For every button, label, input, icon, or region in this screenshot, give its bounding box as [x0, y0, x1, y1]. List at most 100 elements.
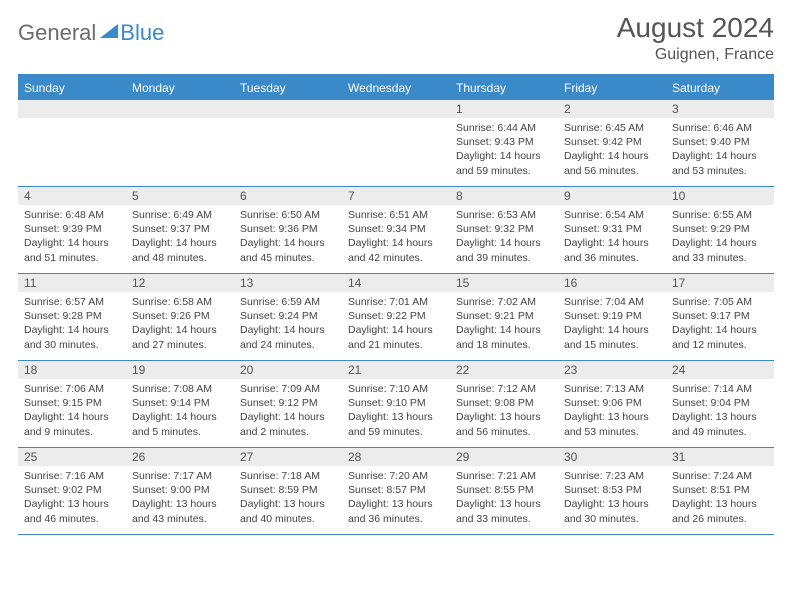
calendar-cell: 4Sunrise: 6:48 AMSunset: 9:39 PMDaylight… — [18, 187, 126, 273]
week-row: 4Sunrise: 6:48 AMSunset: 9:39 PMDaylight… — [18, 187, 774, 274]
sunrise-text: Sunrise: 7:09 AM — [240, 382, 336, 396]
day-number: 13 — [234, 274, 342, 292]
calendar-cell: 15Sunrise: 7:02 AMSunset: 9:21 PMDayligh… — [450, 274, 558, 360]
calendar-cell: 6Sunrise: 6:50 AMSunset: 9:36 PMDaylight… — [234, 187, 342, 273]
calendar-cell: 18 Sunrise: 7:06 AMSunset: 9:15 PMDayligh… — [18, 361, 126, 447]
day-number: 14 — [342, 274, 450, 292]
day-number: 17 — [666, 274, 774, 292]
day-number: 26 — [126, 448, 234, 466]
sunrise-text: Sunrise: 7:20 AM — [348, 469, 444, 483]
day-details: Sunrise: 6:50 AMSunset: 9:36 PMDaylight:… — [234, 205, 342, 271]
calendar-cell: 29Sunrise: 7:21 AMSunset: 8:55 PMDayligh… — [450, 448, 558, 534]
sunrise-text: Sunrise: 7:06 AM — [24, 382, 120, 396]
day-of-week-row: Sunday Monday Tuesday Wednesday Thursday… — [18, 76, 774, 100]
weeks-container: 1Sunrise: 6:44 AMSunset: 9:43 PMDaylight… — [18, 100, 774, 535]
dow-sunday: Sunday — [18, 76, 126, 100]
calendar-cell: 10Sunrise: 6:55 AMSunset: 9:29 PMDayligh… — [666, 187, 774, 273]
day-number: 30 — [558, 448, 666, 466]
sunrise-text: Sunrise: 6:53 AM — [456, 208, 552, 222]
daylight-text: Daylight: 14 hours and 48 minutes. — [132, 236, 228, 264]
logo-triangle-icon — [100, 24, 118, 38]
sunrise-text: Sunrise: 6:54 AM — [564, 208, 660, 222]
daylight-text: Daylight: 13 hours and 40 minutes. — [240, 497, 336, 525]
sunrise-text: Sunrise: 7:13 AM — [564, 382, 660, 396]
day-details: Sunrise: 7:04 AMSunset: 9:19 PMDaylight:… — [558, 292, 666, 358]
logo-word1: General — [18, 20, 96, 46]
logo: General Blue — [18, 12, 164, 46]
day-details: Sunrise: 7:05 AMSunset: 9:17 PMDaylight:… — [666, 292, 774, 358]
header: General Blue August 2024 Guignen, France — [18, 12, 774, 64]
day-details: Sunrise: 6:53 AMSunset: 9:32 PMDaylight:… — [450, 205, 558, 271]
sunset-text: Sunset: 8:53 PM — [564, 483, 660, 497]
sunset-text: Sunset: 9:15 PM — [24, 396, 120, 410]
day-number: 15 — [450, 274, 558, 292]
day-number: 4 — [18, 187, 126, 205]
daylight-text: Daylight: 13 hours and 53 minutes. — [564, 410, 660, 438]
daylight-text: Daylight: 14 hours and 24 minutes. — [240, 323, 336, 351]
day-number: 5 — [126, 187, 234, 205]
sunset-text: Sunset: 9:29 PM — [672, 222, 768, 236]
day-number: 20 — [234, 361, 342, 379]
daylight-text: Daylight: 14 hours and 53 minutes. — [672, 149, 768, 177]
calendar-cell: 9Sunrise: 6:54 AMSunset: 9:31 PMDaylight… — [558, 187, 666, 273]
daylight-text: Daylight: 14 hours and 5 minutes. — [132, 410, 228, 438]
calendar-cell: 19Sunrise: 7:08 AMSunset: 9:14 PMDayligh… — [126, 361, 234, 447]
sunset-text: Sunset: 9:02 PM — [24, 483, 120, 497]
sunset-text: Sunset: 9:42 PM — [564, 135, 660, 149]
day-details: Sunrise: 7:16 AMSunset: 9:02 PMDaylight:… — [18, 466, 126, 532]
day-details: Sunrise: 6:51 AMSunset: 9:34 PMDaylight:… — [342, 205, 450, 271]
day-number: 8 — [450, 187, 558, 205]
calendar-cell — [18, 100, 126, 186]
day-number: 9 — [558, 187, 666, 205]
day-number — [18, 100, 126, 118]
day-number: 27 — [234, 448, 342, 466]
sunset-text: Sunset: 9:00 PM — [132, 483, 228, 497]
daylight-text: Daylight: 14 hours and 21 minutes. — [348, 323, 444, 351]
calendar: Sunday Monday Tuesday Wednesday Thursday… — [18, 74, 774, 535]
sunset-text: Sunset: 9:08 PM — [456, 396, 552, 410]
week-row: 25Sunrise: 7:16 AMSunset: 9:02 PMDayligh… — [18, 448, 774, 535]
sunset-text: Sunset: 9:43 PM — [456, 135, 552, 149]
calendar-cell: 14Sunrise: 7:01 AMSunset: 9:22 PMDayligh… — [342, 274, 450, 360]
logo-word2: Blue — [120, 20, 164, 46]
sunset-text: Sunset: 9:28 PM — [24, 309, 120, 323]
day-number: 11 — [18, 274, 126, 292]
calendar-cell: 5Sunrise: 6:49 AMSunset: 9:37 PMDaylight… — [126, 187, 234, 273]
sunrise-text: Sunrise: 7:02 AM — [456, 295, 552, 309]
daylight-text: Daylight: 14 hours and 51 minutes. — [24, 236, 120, 264]
daylight-text: Daylight: 13 hours and 59 minutes. — [348, 410, 444, 438]
daylight-text: Daylight: 13 hours and 36 minutes. — [348, 497, 444, 525]
day-details: Sunrise: 7:23 AMSunset: 8:53 PMDaylight:… — [558, 466, 666, 532]
calendar-cell: 28 Sunrise: 7:20 AMSunset: 8:57 PMDayligh… — [342, 448, 450, 534]
calendar-cell: 25Sunrise: 7:16 AMSunset: 9:02 PMDayligh… — [18, 448, 126, 534]
sunrise-text: Sunrise: 6:51 AM — [348, 208, 444, 222]
daylight-text: Daylight: 14 hours and 18 minutes. — [456, 323, 552, 351]
day-details: Sunrise: 7:12 AMSunset: 9:08 PMDaylight:… — [450, 379, 558, 445]
week-row: 1Sunrise: 6:44 AMSunset: 9:43 PMDaylight… — [18, 100, 774, 187]
sunrise-text: Sunrise: 6:45 AM — [564, 121, 660, 135]
sunset-text: Sunset: 8:57 PM — [348, 483, 444, 497]
day-number: 25 — [18, 448, 126, 466]
sunset-text: Sunset: 9:19 PM — [564, 309, 660, 323]
day-number: 28 — [342, 448, 450, 466]
dow-thursday: Thursday — [450, 76, 558, 100]
dow-monday: Monday — [126, 76, 234, 100]
week-row: 11Sunrise: 6:57 AMSunset: 9:28 PMDayligh… — [18, 274, 774, 361]
calendar-cell: 30Sunrise: 7:23 AMSunset: 8:53 PMDayligh… — [558, 448, 666, 534]
sunset-text: Sunset: 8:51 PM — [672, 483, 768, 497]
sunset-text: Sunset: 9:24 PM — [240, 309, 336, 323]
daylight-text: Daylight: 14 hours and 9 minutes. — [24, 410, 120, 438]
sunrise-text: Sunrise: 7:16 AM — [24, 469, 120, 483]
day-details: Sunrise: 6:46 AMSunset: 9:40 PMDaylight:… — [666, 118, 774, 184]
daylight-text: Daylight: 14 hours and 2 minutes. — [240, 410, 336, 438]
sunrise-text: Sunrise: 6:59 AM — [240, 295, 336, 309]
sunset-text: Sunset: 8:55 PM — [456, 483, 552, 497]
sunrise-text: Sunrise: 6:49 AM — [132, 208, 228, 222]
calendar-cell: 24Sunrise: 7:14 AMSunset: 9:04 PMDayligh… — [666, 361, 774, 447]
day-details: Sunrise: 6:45 AMSunset: 9:42 PMDaylight:… — [558, 118, 666, 184]
sunset-text: Sunset: 8:59 PM — [240, 483, 336, 497]
day-number: 22 — [450, 361, 558, 379]
week-row: 18Sunrise: 7:06 AMSunset: 9:15 PMDayligh… — [18, 361, 774, 448]
day-number: 18 — [18, 361, 126, 379]
daylight-text: Daylight: 14 hours and 12 minutes. — [672, 323, 768, 351]
